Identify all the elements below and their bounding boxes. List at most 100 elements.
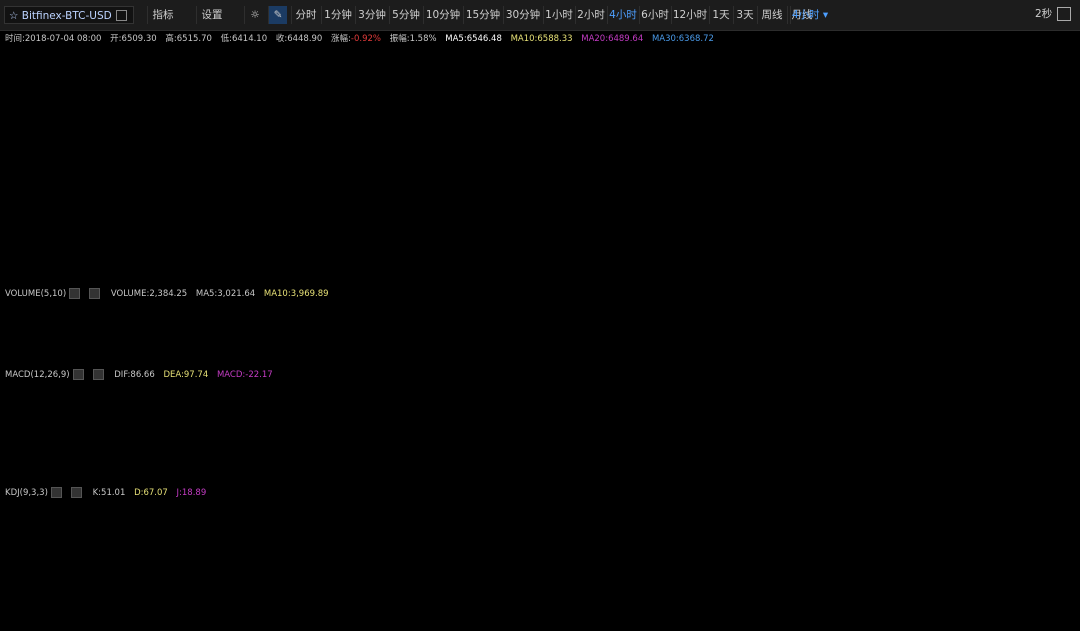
- candle-body: [203, 62, 207, 66]
- period-1[interactable]: 1分钟: [321, 6, 354, 24]
- settings-icon[interactable]: [69, 288, 81, 299]
- brightness-icon[interactable]: ☼: [244, 6, 265, 24]
- volume-bar: [79, 352, 83, 363]
- macd-bar: [476, 432, 480, 436]
- period-14[interactable]: 周线: [757, 6, 786, 24]
- indicators-button[interactable]: 指标: [147, 6, 178, 24]
- candle-body: [995, 177, 999, 183]
- macd-bar: [873, 419, 877, 433]
- macd-bar: [226, 432, 230, 459]
- macd-bar: [391, 418, 395, 433]
- volume-bar: [374, 356, 378, 363]
- settings-button[interactable]: 设置: [196, 6, 227, 24]
- candle-body: [253, 146, 257, 159]
- detail-icon[interactable]: [116, 10, 127, 21]
- volume-bar: [72, 355, 76, 363]
- period-9[interactable]: 4小时: [607, 6, 638, 24]
- period-5[interactable]: 15分钟: [463, 6, 502, 24]
- macd-bar: [417, 388, 421, 433]
- macd-bar: [243, 432, 247, 474]
- macd-bar: [607, 432, 611, 441]
- period-13[interactable]: 3天: [733, 6, 756, 24]
- candle-body: [923, 205, 927, 211]
- volume-bar: [841, 353, 845, 363]
- draw-icon[interactable]: ✎: [268, 6, 287, 24]
- macd-info-bar: MACD(12,26,9) DIF:86.66 DEA:97.74 MACD:-…: [5, 369, 279, 380]
- period-0[interactable]: 分时: [291, 6, 320, 24]
- volume-bar: [614, 316, 618, 363]
- macd-bar: [85, 432, 89, 437]
- macd-bar: [312, 432, 316, 435]
- volume-bar: [49, 356, 53, 363]
- volume-bar: [939, 347, 943, 363]
- macd-bar: [660, 432, 664, 448]
- volume-bar: [368, 354, 372, 363]
- period-7[interactable]: 1小时: [543, 6, 574, 24]
- settings-icon[interactable]: [50, 487, 62, 498]
- candle-body: [578, 162, 582, 165]
- candle-body: [906, 202, 910, 207]
- macd-bar: [92, 427, 96, 433]
- candle-body: [19, 63, 24, 66]
- close-icon[interactable]: [70, 487, 82, 498]
- candle-body: [128, 59, 132, 65]
- candle-body: [220, 69, 224, 77]
- time-value: 时间:2018-07-04 08:00: [5, 34, 102, 44]
- fullscreen-icon[interactable]: [1057, 7, 1071, 21]
- kdj-d-line: [11, 518, 1014, 592]
- candle-body: [946, 201, 950, 206]
- period-4[interactable]: 10分钟: [423, 6, 462, 24]
- candle-body: [243, 114, 247, 123]
- macd-bar: [604, 432, 608, 441]
- star-icon[interactable]: ☆: [9, 10, 19, 22]
- candle-body: [808, 233, 812, 236]
- candle-body: [607, 186, 611, 194]
- volume-bar: [200, 349, 204, 363]
- volume-bar: [791, 356, 795, 363]
- macd-bar: [26, 432, 30, 436]
- time-tick-12: 6月 30: [857, 621, 883, 630]
- volume-bar: [282, 355, 286, 363]
- volume-bar: [325, 350, 329, 363]
- settings-icon[interactable]: [72, 369, 84, 380]
- period-8[interactable]: 2小时: [575, 6, 606, 24]
- macd-bar: [450, 432, 454, 436]
- macd-bar: [492, 432, 496, 436]
- volume-bar: [785, 357, 789, 363]
- period-3[interactable]: 5分钟: [389, 6, 422, 24]
- period-dropdown[interactable]: 4小时 ▾: [790, 6, 829, 24]
- volume-bar: [827, 355, 831, 363]
- volume-bar: [680, 356, 684, 363]
- period-6[interactable]: 30分钟: [503, 6, 542, 24]
- macd-bar: [262, 432, 267, 448]
- symbol-selector[interactable]: ☆ Bitfinex-BTC-USD: [4, 6, 134, 24]
- volume-value: VOLUME:2,384.25: [110, 289, 188, 299]
- candle-body: [611, 192, 615, 201]
- macd-bar: [131, 431, 135, 434]
- time-tick-11: 6月 28: [792, 621, 818, 630]
- macd-bar: [650, 432, 654, 451]
- close-icon[interactable]: [92, 369, 104, 380]
- close-icon[interactable]: [89, 288, 101, 299]
- volume-bar: [417, 351, 421, 363]
- macd-bar: [56, 432, 60, 449]
- volume-bar: [565, 355, 569, 363]
- candle-body: [916, 206, 920, 208]
- period-10[interactable]: 6小时: [639, 6, 670, 24]
- macd-bar: [187, 428, 191, 433]
- candle-body: [627, 233, 631, 236]
- volume-bar: [683, 344, 687, 363]
- macd-bar: [308, 432, 313, 435]
- volume-bar: [499, 355, 503, 363]
- volume-bar: [463, 351, 467, 363]
- macd-bar: [134, 431, 138, 434]
- macd-bar: [699, 418, 703, 433]
- period-15[interactable]: 月线: [787, 6, 816, 24]
- period-12[interactable]: 1天: [709, 6, 732, 24]
- volume-bar: [266, 352, 270, 363]
- period-11[interactable]: 12小时: [671, 6, 708, 24]
- refresh-interval[interactable]: 2秒: [1035, 8, 1053, 20]
- volume-bar: [959, 354, 963, 363]
- period-2[interactable]: 3分钟: [355, 6, 388, 24]
